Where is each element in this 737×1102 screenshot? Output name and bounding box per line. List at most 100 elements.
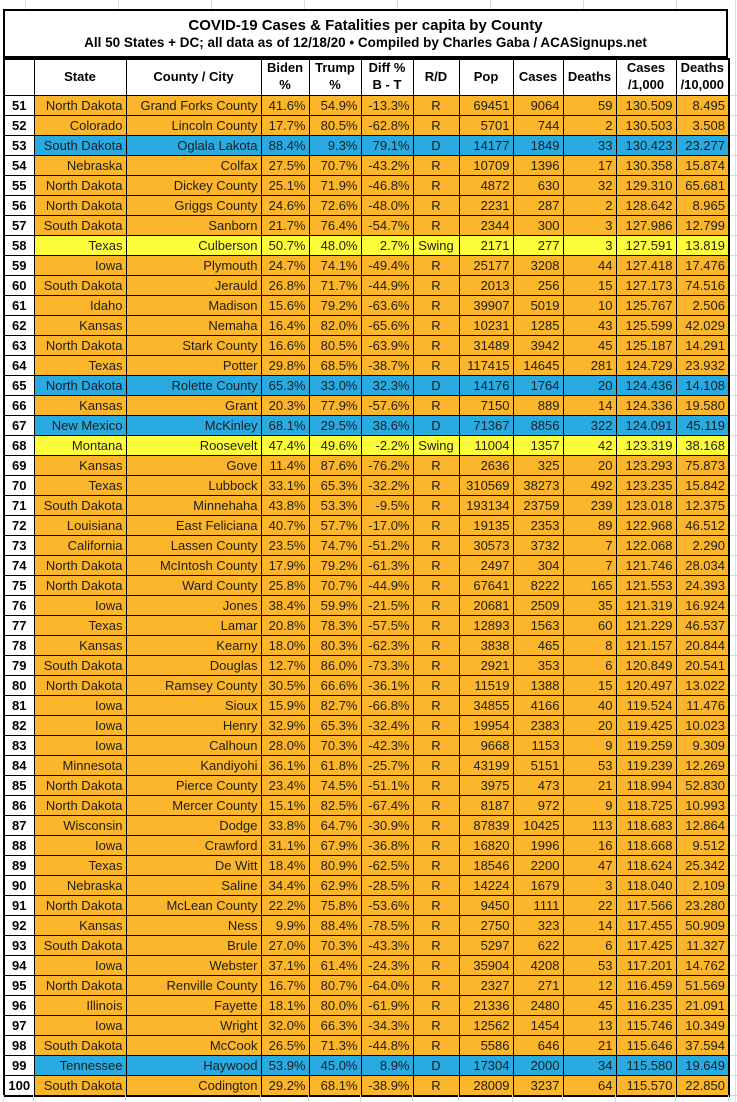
- cell-biden-pct: 38.4%: [260, 594, 310, 616]
- cell-county: Henry: [125, 714, 262, 736]
- table-row: 56 North Dakota Griggs County 24.6% 72.6% -48…: [3, 194, 730, 216]
- cell-diff-pct: -54.7%: [360, 214, 414, 236]
- table-row: 54 Nebraska Colfax 27.5% 70.7% -43.2% R 10709 13…: [3, 154, 730, 176]
- cell-cases-per-1000: 125.767: [615, 294, 677, 316]
- cell-pop: 11004: [458, 434, 514, 456]
- cell-diff-pct: 32.3%: [360, 374, 414, 396]
- cell-rank: 82: [3, 714, 35, 736]
- table-row: 51 North Dakota Grand Forks County 41.6% 54.…: [3, 94, 730, 116]
- cell-pop: 19954: [458, 714, 514, 736]
- cell-deaths-per-10000: 2.506: [675, 294, 730, 316]
- cell-state: Wisconsin: [33, 814, 127, 836]
- cell-diff-pct: -38.7%: [360, 354, 414, 376]
- cell-trump-pct: 70.3%: [308, 934, 362, 956]
- cell-trump-pct: 59.9%: [308, 594, 362, 616]
- cell-county: Jerauld: [125, 274, 262, 296]
- cell-deaths-per-10000: 23.932: [675, 354, 730, 376]
- table-row: 53 South Dakota Oglala Lakota 88.4% 9.3% 79.1…: [3, 134, 730, 156]
- cell-county: Dickey County: [125, 174, 262, 196]
- cell-state: Iowa: [33, 694, 127, 716]
- cell-cases-per-1000: 124.436: [615, 374, 677, 396]
- cell-trump-pct: 80.9%: [308, 854, 362, 876]
- cell-party: R: [412, 534, 460, 556]
- cell-deaths: 21: [562, 774, 617, 796]
- cell-state: Kansas: [33, 454, 127, 476]
- cell-pop: 2921: [458, 654, 514, 676]
- cell-rank: 57: [3, 214, 35, 236]
- cell-cases: 4166: [512, 694, 564, 716]
- cell-pop: 25177: [458, 254, 514, 276]
- table-row: 78 Kansas Kearny 18.0% 80.3% -62.3% R 3838 465 8 1…: [3, 634, 730, 656]
- cell-diff-pct: -49.4%: [360, 254, 414, 276]
- cell-trump-pct: 80.5%: [308, 334, 362, 356]
- cell-pop: 10709: [458, 154, 514, 176]
- cell-state: Iowa: [33, 954, 127, 976]
- cell-trump-pct: 53.3%: [308, 494, 362, 516]
- cell-deaths: 21: [562, 1034, 617, 1056]
- cell-pop: 10231: [458, 314, 514, 336]
- cell-pop: 17304: [458, 1054, 514, 1076]
- cell-county: Fayette: [125, 994, 262, 1016]
- table-body: 51 North Dakota Grand Forks County 41.6% 54.…: [3, 94, 730, 1096]
- cell-cases-per-1000: 121.229: [615, 614, 677, 636]
- cell-deaths-per-10000: 13.819: [675, 234, 730, 256]
- cell-party: R: [412, 94, 460, 116]
- cell-trump-pct: 80.3%: [308, 634, 362, 656]
- cell-biden-pct: 17.7%: [260, 114, 310, 136]
- cell-deaths: 7: [562, 534, 617, 556]
- table-row: 77 Texas Lamar 20.8% 78.3% -57.5% R 12893 1563 60…: [3, 614, 730, 636]
- cell-diff-pct: 79.1%: [360, 134, 414, 156]
- column-header-cases: Cases: [512, 58, 564, 96]
- cell-deaths-per-10000: 46.537: [675, 614, 730, 636]
- gridline-top-margin: [0, 0, 737, 9]
- cell-state: South Dakota: [33, 134, 127, 156]
- cell-party: R: [412, 814, 460, 836]
- cell-diff-pct: -32.2%: [360, 474, 414, 496]
- cell-pop: 14224: [458, 874, 514, 896]
- cell-county: Minnehaha: [125, 494, 262, 516]
- cell-deaths: 20: [562, 714, 617, 736]
- cell-state: South Dakota: [33, 654, 127, 676]
- cell-pop: 71367: [458, 414, 514, 436]
- county-table: State County / City Biden % Trump % Diff % B…: [3, 58, 730, 1097]
- table-row: 64 Texas Potter 29.8% 68.5% -38.7% R 117415 1464…: [3, 354, 730, 376]
- cell-cases-per-1000: 122.968: [615, 514, 677, 536]
- cell-deaths: 9: [562, 794, 617, 816]
- gridline-stub: [3, 1095, 4, 1102]
- cell-trump-pct: 82.5%: [308, 794, 362, 816]
- cell-party: R: [412, 514, 460, 536]
- cell-state: North Dakota: [33, 774, 127, 796]
- cell-diff-pct: -57.5%: [360, 614, 414, 636]
- cell-cases: 465: [512, 634, 564, 656]
- table-row: 97 Iowa Wright 32.0% 66.3% -34.3% R 12562 1454 13…: [3, 1014, 730, 1036]
- cell-rank: 59: [3, 254, 35, 276]
- cell-state: North Dakota: [33, 554, 127, 576]
- cell-state: North Dakota: [33, 94, 127, 116]
- table-row: 85 North Dakota Pierce County 23.4% 74.5% -51…: [3, 774, 730, 796]
- cell-cases: 287: [512, 194, 564, 216]
- cell-cases: 1153: [512, 734, 564, 756]
- cell-deaths-per-10000: 42.029: [675, 314, 730, 336]
- cell-cases-per-1000: 120.849: [615, 654, 677, 676]
- cell-trump-pct: 9.3%: [308, 134, 362, 156]
- cell-deaths: 322: [562, 414, 617, 436]
- cell-party: R: [412, 1014, 460, 1036]
- cell-cases-per-1000: 123.018: [615, 494, 677, 516]
- cell-diff-pct: -78.5%: [360, 914, 414, 936]
- cell-rank: 94: [3, 954, 35, 976]
- cell-diff-pct: -57.6%: [360, 394, 414, 416]
- cell-rank: 66: [3, 394, 35, 416]
- cell-trump-pct: 61.4%: [308, 954, 362, 976]
- cell-biden-pct: 41.6%: [260, 94, 310, 116]
- cell-cases-per-1000: 125.187: [615, 334, 677, 356]
- column-header-cases-per-1000: Cases /1,000: [615, 58, 677, 96]
- cell-rank: 55: [3, 174, 35, 196]
- cell-state: Tennessee: [33, 1054, 127, 1076]
- table-row: 72 Louisiana East Feliciana 40.7% 57.7% -17.0…: [3, 514, 730, 536]
- cell-state: North Dakota: [33, 194, 127, 216]
- cell-party: R: [412, 974, 460, 996]
- cell-diff-pct: -13.3%: [360, 94, 414, 116]
- cell-trump-pct: 66.6%: [308, 674, 362, 696]
- cell-party: R: [412, 594, 460, 616]
